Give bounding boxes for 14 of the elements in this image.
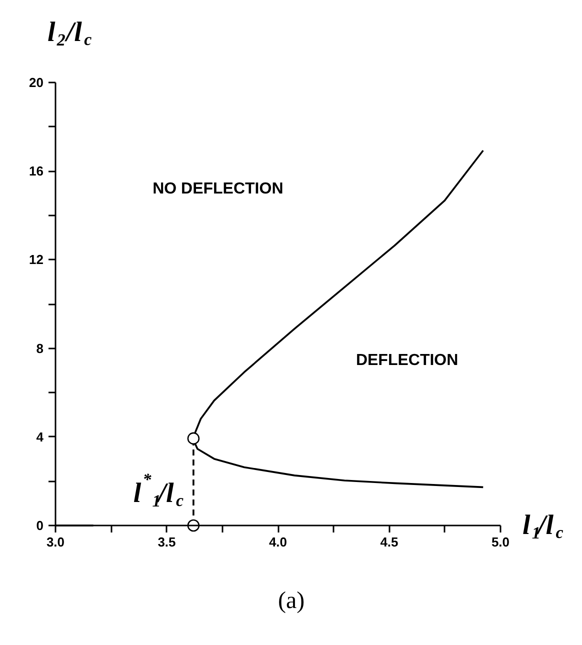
text: (a) [278, 588, 305, 614]
x-tick-label: 3.0 [46, 534, 65, 550]
y-tick-label: 12 [29, 252, 44, 268]
y-tick-label: 16 [29, 164, 44, 179]
y-tick-label: 4 [36, 429, 44, 444]
annotation: DEFLECTION [356, 352, 458, 370]
y-tick-label: 20 [29, 75, 44, 90]
x-tick-label: 5.0 [491, 534, 510, 550]
y-tick-label: 0 [36, 518, 44, 533]
annotation: NO DEFLECTION [152, 180, 284, 198]
x-tick-label: 3.5 [158, 534, 176, 550]
x-tick-label: 4.5 [380, 534, 398, 550]
x-tick-label: 4.0 [268, 534, 288, 550]
y-tick-label: 8 [36, 340, 44, 356]
